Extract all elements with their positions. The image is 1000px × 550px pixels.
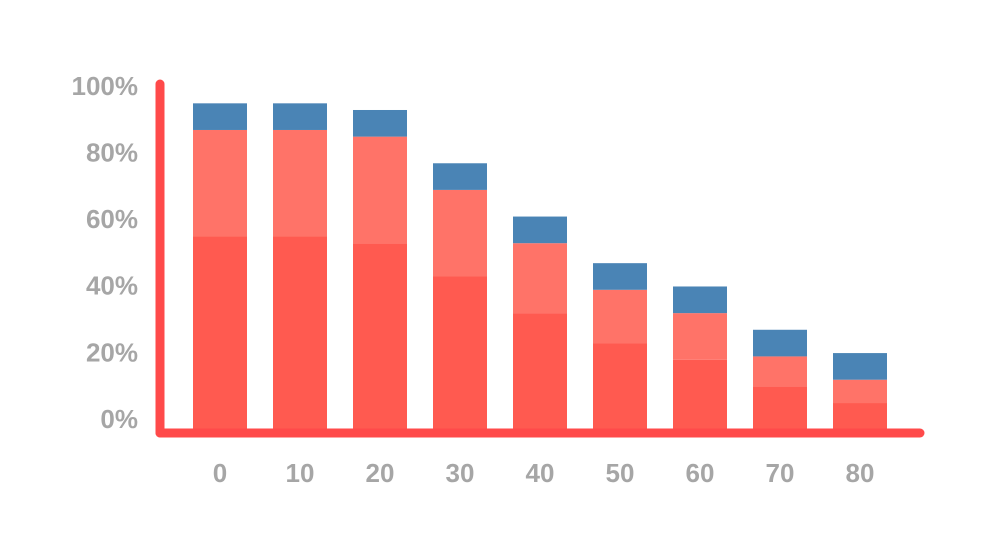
- x-tick-label: 10: [286, 458, 315, 488]
- bar-segment-10-series-2: [273, 129, 327, 237]
- bar-segment-80-series-1: [833, 403, 887, 433]
- bar-segment-40-series-3: [513, 216, 567, 244]
- x-tick-label: 70: [766, 458, 795, 488]
- y-tick-label: 100%: [72, 71, 139, 101]
- bar-segment-0-series-1: [193, 236, 247, 433]
- y-tick-label: 40%: [86, 271, 138, 301]
- bar-segment-60-series-3: [673, 286, 727, 314]
- bar-segment-30-series-2: [433, 189, 487, 277]
- bar-segment-80-series-3: [833, 353, 887, 380]
- y-axis-ticks: 100% 80% 60% 40% 20% 0%: [72, 71, 139, 434]
- bar-segment-20-series-3: [353, 109, 407, 137]
- x-tick-label: 20: [366, 458, 395, 488]
- bar-segment-30-series-3: [433, 163, 487, 190]
- bar-segment-70-series-3: [753, 329, 807, 357]
- y-tick-label: 20%: [86, 337, 138, 367]
- bar-segment-70-series-1: [753, 386, 807, 433]
- bar-segment-50-series-2: [593, 289, 647, 344]
- x-tick-label: 30: [446, 458, 475, 488]
- bar-segment-50-series-1: [593, 343, 647, 433]
- bar-segment-40-series-2: [513, 243, 567, 314]
- bar-segment-50-series-3: [593, 263, 647, 290]
- bar-segment-10-series-1: [273, 236, 327, 433]
- bar-segment-0-series-2: [193, 129, 247, 237]
- bar-segment-80-series-2: [833, 379, 887, 404]
- x-axis-ticks: 0 10 20 30 40 50 60 70 80: [213, 458, 875, 488]
- x-tick-label: 80: [846, 458, 875, 488]
- bar-segment-60-series-2: [673, 313, 727, 360]
- bar-segment-60-series-1: [673, 359, 727, 433]
- bar-segment-70-series-2: [753, 356, 807, 387]
- bar-segment-20-series-1: [353, 243, 407, 433]
- bar-segment-0-series-3: [193, 103, 247, 130]
- y-tick-label: 0%: [100, 404, 138, 434]
- x-tick-label: 50: [606, 458, 635, 488]
- x-tick-label: 40: [526, 458, 555, 488]
- y-tick-label: 80%: [86, 137, 138, 167]
- bar-segment-40-series-1: [513, 313, 567, 433]
- x-tick-label: 60: [686, 458, 715, 488]
- x-tick-label: 0: [213, 458, 227, 488]
- bars-group: [193, 103, 887, 433]
- y-tick-label: 60%: [86, 204, 138, 234]
- bar-segment-30-series-1: [433, 276, 487, 433]
- bar-segment-20-series-2: [353, 136, 407, 244]
- bar-segment-10-series-3: [273, 103, 327, 130]
